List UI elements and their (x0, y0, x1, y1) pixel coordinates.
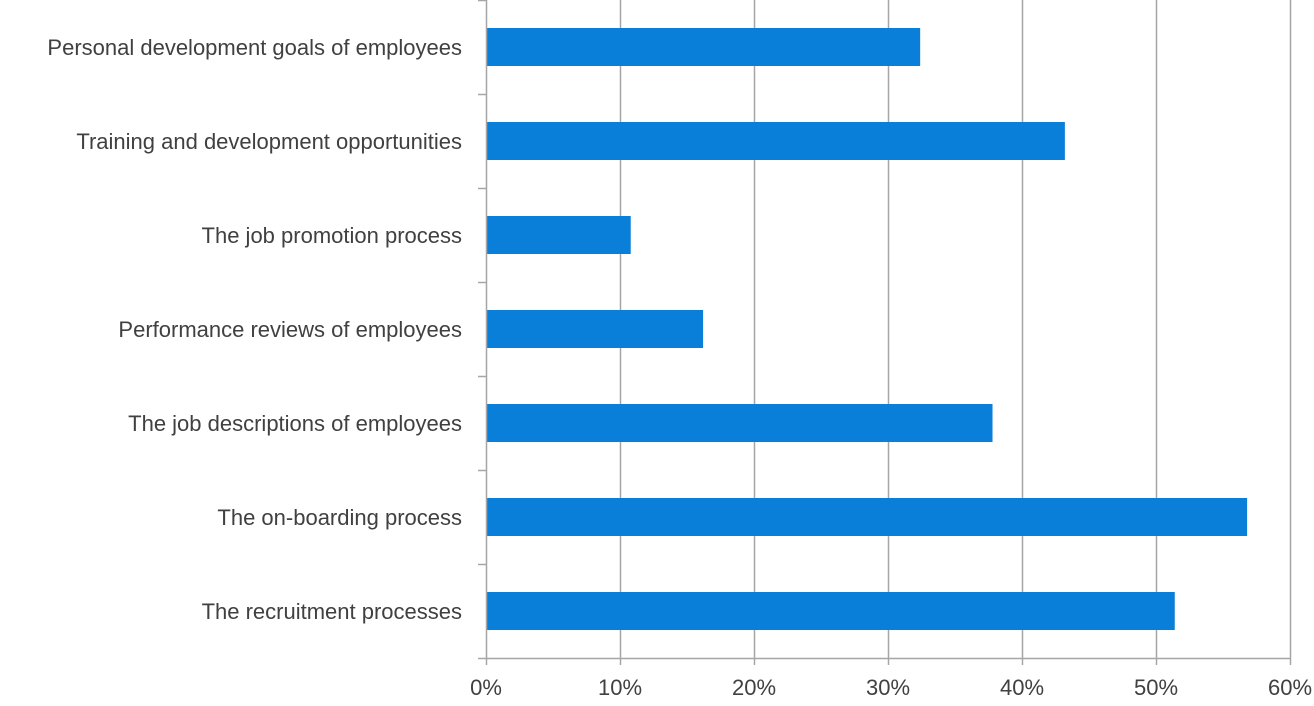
category-label: The job descriptions of employees (128, 411, 462, 436)
x-tick-labels: 0% 10% 20% 30% 40% 50% 60% (470, 675, 1312, 700)
bar (487, 122, 1065, 160)
x-tick-label: 30% (866, 675, 910, 700)
bars (487, 28, 1248, 630)
category-label: Performance reviews of employees (118, 317, 462, 342)
x-tick-label: 50% (1134, 675, 1178, 700)
bar (487, 404, 993, 442)
category-label: Training and development opportunities (76, 129, 462, 154)
x-tick-label: 60% (1268, 675, 1312, 700)
category-label: The recruitment processes (202, 599, 462, 624)
grid-lines (619, 0, 1292, 658)
axes (478, 0, 1292, 665)
bar (487, 310, 704, 348)
x-tick-label: 0% (470, 675, 502, 700)
category-label: The job promotion process (202, 223, 462, 248)
category-labels: Personal development goals of employees T… (47, 35, 462, 624)
bar (487, 216, 631, 254)
bar (487, 28, 921, 66)
category-label: Personal development goals of employees (47, 35, 462, 60)
bar (487, 592, 1175, 630)
x-tick-label: 20% (732, 675, 776, 700)
bar (487, 498, 1248, 536)
x-tick-label: 40% (1000, 675, 1044, 700)
x-tick-label: 10% (598, 675, 642, 700)
category-label: The on-boarding process (217, 505, 462, 530)
